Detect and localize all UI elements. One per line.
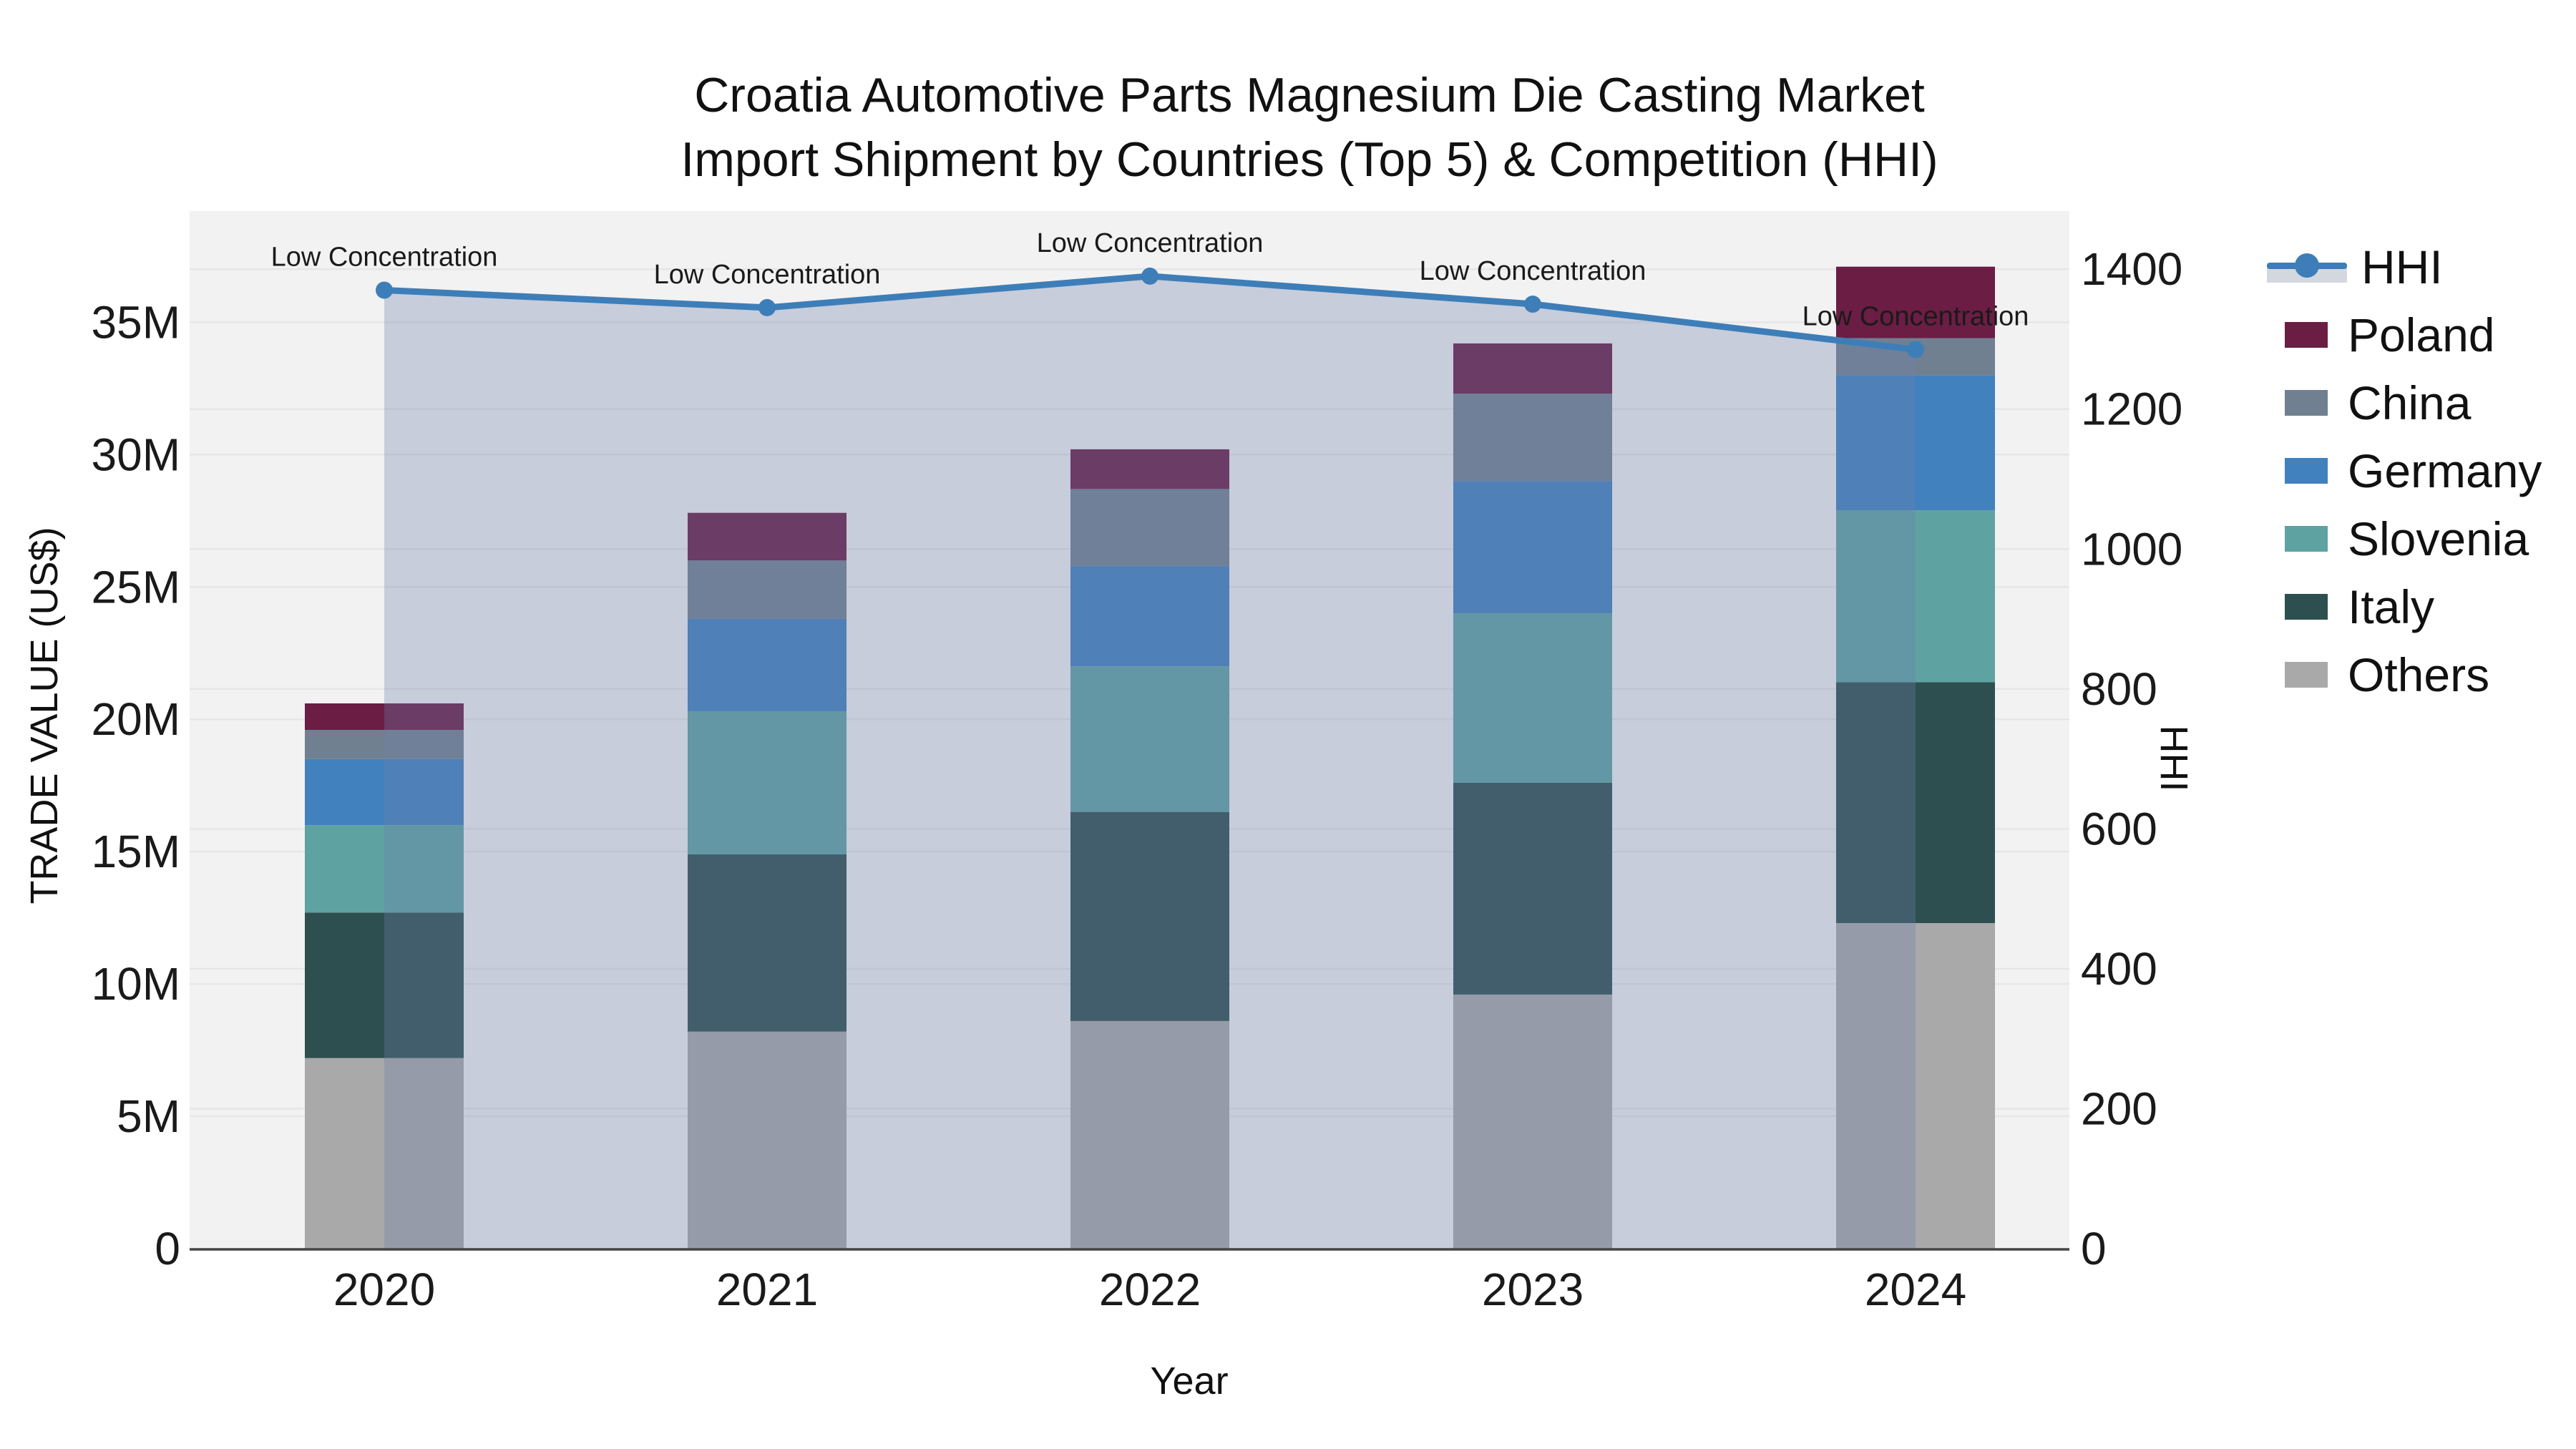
legend-item-germany[interactable]: Germany <box>2267 436 2542 504</box>
annotation-2024: Low Concentration <box>1802 302 2029 332</box>
hhi-marker-2021[interactable] <box>758 298 776 316</box>
bar-segment-germany-2022[interactable] <box>1070 565 1229 667</box>
y1-tick-label: 10M <box>92 958 181 1010</box>
bar-segment-italy-2024[interactable] <box>1836 682 1995 924</box>
x-tick-label: 2020 <box>333 1264 435 1315</box>
x-tick-label: 2023 <box>1482 1264 1584 1315</box>
bar-segment-slovenia-2021[interactable] <box>688 711 847 854</box>
bar-segment-germany-2021[interactable] <box>688 618 847 712</box>
bar-segment-china-2023[interactable] <box>1453 394 1612 482</box>
y1-tick-label: 30M <box>92 429 181 480</box>
bar-segment-slovenia-2020[interactable] <box>305 825 464 913</box>
x-tick-label: 2021 <box>716 1264 818 1315</box>
legend-label: Slovenia <box>2348 512 2529 565</box>
bar-segment-poland-2022[interactable] <box>1070 449 1229 489</box>
color-swatch-icon <box>2285 525 2328 552</box>
bar-segment-poland-2020[interactable] <box>305 703 464 730</box>
legend-item-others[interactable]: Others <box>2267 640 2542 708</box>
bar-segment-others-2020[interactable] <box>305 1058 464 1249</box>
y2-tick-label: 0 <box>2081 1223 2107 1274</box>
legend-label: HHI <box>2361 240 2443 293</box>
x-tick-label: 2022 <box>1099 1264 1201 1315</box>
bar-segment-germany-2020[interactable] <box>305 758 464 826</box>
y1-tick-label: 5M <box>117 1091 180 1142</box>
annotation-2021: Low Concentration <box>654 260 881 290</box>
legend-label: Germany <box>2348 444 2542 497</box>
bar-segment-italy-2020[interactable] <box>305 912 464 1058</box>
y1-tick-label: 0 <box>155 1223 180 1274</box>
annotation-2023: Low Concentration <box>1420 256 1646 286</box>
y2-tick-label: 600 <box>2081 803 2157 854</box>
y2-tick-label: 1000 <box>2081 523 2182 575</box>
bar-segment-italy-2021[interactable] <box>688 854 847 1032</box>
hhi-marker-2022[interactable] <box>1141 267 1158 285</box>
bar-segment-italy-2023[interactable] <box>1453 782 1612 995</box>
bar-segment-poland-2021[interactable] <box>688 512 847 561</box>
y1-tick-label: 20M <box>92 693 181 745</box>
chart-title: Croatia Automotive Parts Magnesium Die C… <box>680 63 1938 192</box>
annotation-2022: Low Concentration <box>1037 228 1264 258</box>
bar-segment-poland-2024[interactable] <box>1836 266 1995 338</box>
y1-tick-label: 15M <box>92 826 181 877</box>
legend-item-china[interactable]: China <box>2267 369 2542 436</box>
legend-label: China <box>2348 376 2472 429</box>
y2-axis-title: HHI <box>2152 725 2195 792</box>
y2-tick-label: 400 <box>2081 943 2157 995</box>
x-tick-label: 2024 <box>1865 1264 1966 1315</box>
color-swatch-icon <box>2285 593 2328 620</box>
legend-item-poland[interactable]: Poland <box>2267 301 2542 369</box>
x-axis-title: Year <box>1150 1360 1229 1402</box>
y1-tick-label: 25M <box>92 561 181 613</box>
legend-label: Poland <box>2348 308 2495 361</box>
hhi-marker-2024[interactable] <box>1907 341 1924 358</box>
y2-tick-label: 800 <box>2081 663 2157 715</box>
annotation-2020: Low Concentration <box>271 242 498 272</box>
bar-segment-others-2022[interactable] <box>1070 1020 1229 1249</box>
color-swatch-icon <box>2285 457 2328 484</box>
bar-segment-italy-2022[interactable] <box>1070 811 1229 1021</box>
color-swatch-icon <box>2285 661 2328 688</box>
bar-segment-poland-2023[interactable] <box>1453 343 1612 394</box>
y2-tick-label: 1200 <box>2081 384 2182 435</box>
bar-segment-slovenia-2022[interactable] <box>1070 666 1229 812</box>
legend-item-italy[interactable]: Italy <box>2267 572 2542 640</box>
bar-segment-germany-2024[interactable] <box>1836 375 1995 510</box>
color-swatch-icon <box>2285 321 2328 348</box>
legend: HHI Poland China Germany Slovenia Italy … <box>2267 233 2542 708</box>
chart-title-line2: Import Shipment by Countries (Top 5) & C… <box>680 132 1938 187</box>
bar-segment-slovenia-2023[interactable] <box>1453 613 1612 783</box>
y2-tick-label: 1400 <box>2081 243 2182 295</box>
legend-label: Italy <box>2348 580 2435 633</box>
bar-segment-others-2024[interactable] <box>1836 923 1995 1249</box>
bar-segment-china-2021[interactable] <box>688 560 847 619</box>
color-swatch-icon <box>2285 389 2328 416</box>
hhi-marker-2023[interactable] <box>1524 296 1541 313</box>
bar-segment-others-2023[interactable] <box>1453 994 1612 1249</box>
hhi-marker-2020[interactable] <box>376 281 393 299</box>
legend-label: Others <box>2348 648 2490 701</box>
bar-segment-slovenia-2024[interactable] <box>1836 509 1995 683</box>
hhi-line-swatch-icon <box>2267 247 2347 287</box>
y-axis-title: TRADE VALUE (US$) <box>23 527 66 904</box>
y2-tick-label: 200 <box>2081 1083 2157 1134</box>
hhi-area-fill <box>384 275 1916 1249</box>
bar-segment-others-2021[interactable] <box>688 1031 847 1249</box>
legend-item-hhi[interactable]: HHI <box>2267 233 2542 301</box>
bar-segment-germany-2023[interactable] <box>1453 481 1612 614</box>
chart-title-line1: Croatia Automotive Parts Magnesium Die C… <box>694 68 1925 122</box>
legend-item-slovenia[interactable]: Slovenia <box>2267 504 2542 572</box>
bar-segment-china-2022[interactable] <box>1070 489 1229 566</box>
bar-segment-china-2020[interactable] <box>305 730 464 759</box>
y1-tick-label: 35M <box>92 296 181 348</box>
